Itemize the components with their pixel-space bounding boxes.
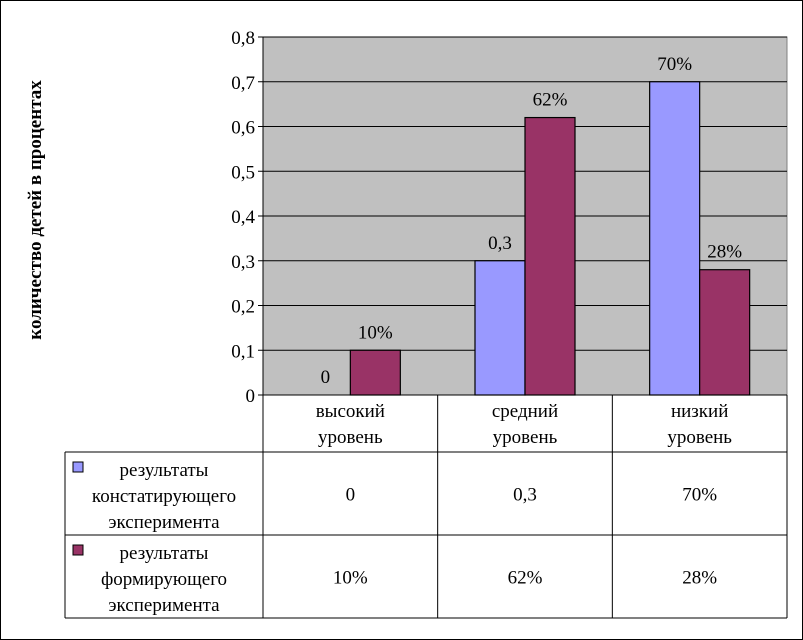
- y-tick-label: 0,3: [231, 252, 255, 273]
- legend-label: эксперимента: [108, 512, 220, 533]
- y-axis-title: количество детей в процентах: [25, 80, 46, 340]
- bar-series-1: [474, 260, 526, 396]
- y-tick-label: 0,5: [231, 162, 255, 183]
- category-label: уровень: [318, 427, 383, 448]
- table-cell: 10%: [333, 568, 368, 589]
- legend-key: [72, 544, 84, 556]
- data-labels: 0 10% 0,3 62% 70% 28%: [321, 54, 743, 388]
- y-tick-label: 0,8: [231, 28, 255, 49]
- data-label: 0,3: [488, 233, 512, 254]
- table-cell: 62%: [508, 568, 543, 589]
- table-cell: 28%: [682, 568, 717, 589]
- data-label: 70%: [657, 54, 692, 75]
- table-cell: 0,3: [513, 485, 537, 506]
- category-label: высокий: [316, 401, 385, 422]
- legend-label: констатирующего: [92, 486, 236, 507]
- category-label: низкий: [671, 401, 728, 422]
- legend-label: формирующего: [101, 569, 227, 590]
- legend-label: эксперимента: [108, 595, 220, 616]
- bar-series-1: [649, 81, 701, 396]
- y-axis: 0 0,1 0,2 0,3 0,4 0,5 0,6 0,7 0,8: [231, 28, 787, 407]
- data-label: 10%: [358, 322, 393, 343]
- y-tick-label: 0,2: [231, 297, 255, 318]
- bar-series-2: [699, 269, 751, 396]
- category-label: уровень: [667, 427, 732, 448]
- category-label: уровень: [493, 427, 558, 448]
- legend-label: результаты: [120, 543, 209, 564]
- bar-series-2: [524, 116, 576, 396]
- data-label: 62%: [533, 90, 568, 111]
- bar-series-2: [349, 349, 401, 396]
- category-label: средний: [492, 401, 558, 422]
- table-cell: 70%: [682, 485, 717, 506]
- y-tick-label: 0: [246, 386, 256, 407]
- legend-label: результаты: [120, 460, 209, 481]
- data-label: 0: [321, 367, 331, 388]
- data-table: высокий уровень средний уровень низкий уровен…: [64, 395, 788, 619]
- y-tick-label: 0,4: [231, 207, 255, 228]
- data-label: 28%: [707, 242, 742, 263]
- y-tick-label: 0,1: [231, 341, 255, 362]
- y-tick-label: 0,7: [231, 73, 255, 94]
- legend-key: [72, 461, 84, 473]
- y-tick-label: 0,6: [231, 118, 255, 139]
- table-cell: 0: [346, 485, 356, 506]
- bars: [349, 81, 751, 396]
